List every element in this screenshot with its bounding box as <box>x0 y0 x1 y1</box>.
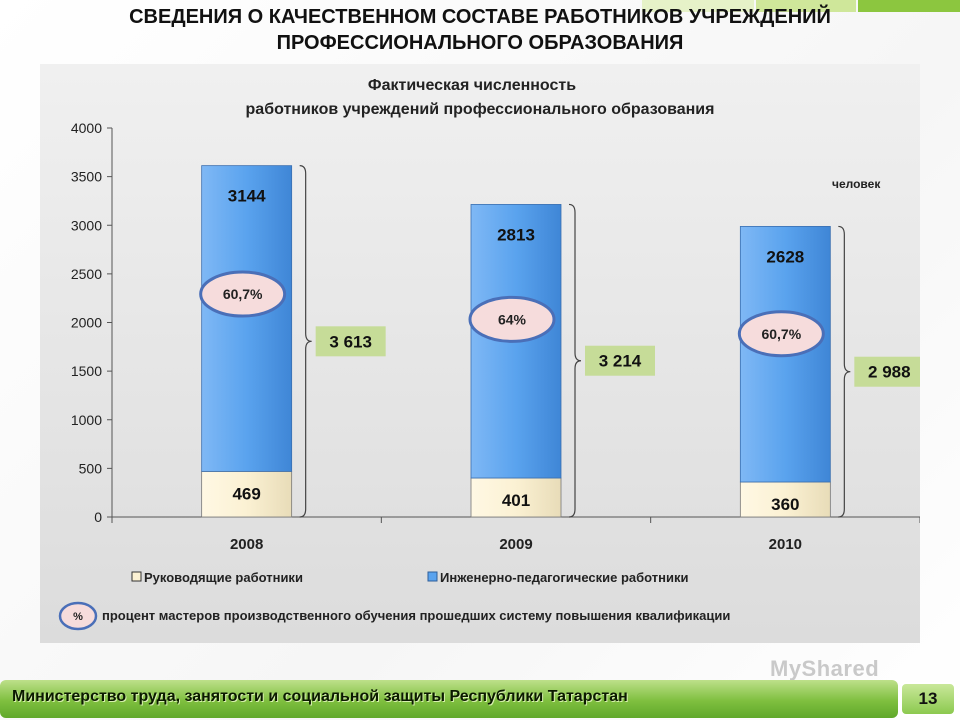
legend: Руководящие работники Инженерно-педагогич… <box>58 570 730 631</box>
legend-swatch-managers <box>131 571 142 582</box>
data-label-engineers: 2813 <box>497 225 535 244</box>
bar-managers <box>201 470 293 518</box>
y-tick-label: 3500 <box>71 169 102 185</box>
y-axis: 0 500 1000 1500 2000 2500 3000 3500 4000 <box>71 120 113 525</box>
total-label-box <box>315 326 386 357</box>
legend-label-managers: Руководящие работники <box>144 570 303 585</box>
legend-percent-ellipse <box>58 601 98 631</box>
stacked-bar-chart: Фактическая численность работников учреж… <box>58 77 925 631</box>
legend-label-engineers: Инженерно-педагогические работники <box>440 570 688 585</box>
legend-swatch-engineers <box>427 571 438 582</box>
legend-percent-text: процент мастеров производственного обуче… <box>102 608 730 623</box>
chart-title-line2: работников учреждений профессионального … <box>246 101 715 118</box>
top-stripe-right <box>858 0 960 12</box>
percent-label: 60,7% <box>223 286 263 302</box>
top-stripe-mid <box>756 0 856 12</box>
total-bracket <box>568 203 582 518</box>
data-label-engineers: 2628 <box>766 247 804 266</box>
total-label-box <box>854 356 925 387</box>
y-tick-label: 500 <box>79 460 103 476</box>
slide-title-line1: СВЕДЕНИЯ О КАЧЕСТВЕННОМ СОСТАВЕ РАБОТНИК… <box>129 6 831 28</box>
slide-title-line2: ПРОФЕССИОНАЛЬНОГО ОБРАЗОВАНИЯ <box>276 32 684 54</box>
total-label: 3 214 <box>599 352 642 371</box>
page-number: 13 <box>900 682 956 716</box>
x-tick-label: 2010 <box>769 536 802 553</box>
bar-managers <box>739 481 831 518</box>
data-label-managers: 469 <box>232 484 260 503</box>
x-axis: 2008 2009 2010 <box>111 516 921 553</box>
x-tick-label: 2008 <box>230 536 263 553</box>
chart-title-line1: Фактическая численность <box>368 77 576 94</box>
total-bracket <box>299 165 312 518</box>
y-tick-label: 4000 <box>71 120 102 136</box>
y-tick-label: 2500 <box>71 266 102 282</box>
y-tick-label: 1500 <box>71 363 102 379</box>
y-tick-label: 2000 <box>71 315 102 331</box>
bar-managers <box>470 477 562 518</box>
total-label-box <box>585 345 655 376</box>
total-label: 2 988 <box>868 363 911 382</box>
chart-area: Фактическая численность работников учреж… <box>40 64 925 643</box>
legend-percent-symbol: % <box>73 611 83 623</box>
x-tick-label: 2009 <box>499 536 532 553</box>
percent-ellipse <box>468 295 556 343</box>
unit-label: человек <box>832 177 881 191</box>
percent-ellipse <box>737 310 825 358</box>
total-bracket <box>838 225 851 518</box>
top-stripe-left <box>642 0 754 12</box>
total-label: 3 613 <box>329 332 372 351</box>
watermark: MyShared <box>770 656 880 681</box>
annotations: 3 613 60,7% 3 214 64% 2 988 60,7% <box>199 165 925 518</box>
percent-label: 60,7% <box>761 326 801 342</box>
bar-engineers <box>201 165 293 472</box>
y-tick-label: 1000 <box>71 412 102 428</box>
y-tick-label: 3000 <box>71 217 102 233</box>
footer-text: Министерство труда, занятости и социальн… <box>12 688 628 705</box>
percent-ellipse <box>199 270 287 318</box>
data-label-engineers: 3144 <box>228 187 266 206</box>
data-label-managers: 360 <box>771 495 799 514</box>
footer-bar: Министерство труда, занятости и социальн… <box>0 680 898 718</box>
percent-label: 64% <box>498 311 527 327</box>
slide-title: СВЕДЕНИЯ О КАЧЕСТВЕННОМ СОСТАВЕ РАБОТНИК… <box>0 4 960 56</box>
data-label-managers: 401 <box>502 491 530 510</box>
y-tick-label: 0 <box>94 509 102 525</box>
